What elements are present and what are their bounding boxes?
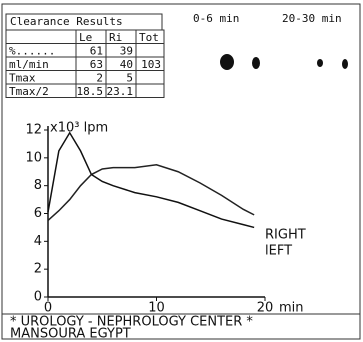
table-text: 40 <box>120 58 133 71</box>
series-label: RIGHT <box>265 228 306 243</box>
printout: Clearance Results 0-6 min 20-30 min * UR… <box>0 0 363 342</box>
table-text: %...... <box>9 44 55 57</box>
footer-text: MANSOURA EGYPT <box>10 327 131 342</box>
table-text: 61 <box>90 44 103 57</box>
x-tick-label: 20 <box>257 301 274 316</box>
kidney-blob <box>252 57 260 69</box>
x-axis-label: min <box>279 301 304 316</box>
table-text: 23.1 <box>107 85 134 98</box>
image-label: 0-6 min <box>193 12 239 25</box>
x-tick-label: 0 <box>44 301 52 316</box>
table-text: Tmax/2 <box>9 85 49 98</box>
y-tick-label: 6 <box>34 206 42 221</box>
table-text: 103 <box>141 58 161 71</box>
y-tick-label: 4 <box>34 234 42 249</box>
y-tick-label: 8 <box>34 178 42 193</box>
table-text: 2 <box>96 71 103 84</box>
table-text: 39 <box>120 44 133 57</box>
x-tick-label: 10 <box>148 301 165 316</box>
kidney-blob <box>317 59 323 67</box>
table-text: 18.5 <box>77 85 104 98</box>
y-tick-label: 0 <box>34 290 42 305</box>
image-label: 20-30 min <box>282 12 342 25</box>
y-tick-label: 2 <box>34 262 42 277</box>
table-title: Clearance Results <box>10 15 123 28</box>
y-tick-label: 12 <box>25 123 42 138</box>
table-text: ml/min <box>9 58 49 71</box>
y-tick-label: 10 <box>25 150 42 165</box>
table-text: 63 <box>90 58 103 71</box>
table-text: Tmax <box>9 71 36 84</box>
kidney-blob <box>220 54 234 70</box>
table-text: Tot <box>139 31 159 44</box>
table-text: Le <box>79 31 92 44</box>
y-axis-label: x10³ lpm <box>50 121 108 136</box>
table-text: Ri <box>109 31 122 44</box>
kidney-blob <box>342 59 348 69</box>
table-text: 5 <box>126 71 133 84</box>
page: {"header":{"title":"Clearance Results","… <box>0 0 363 342</box>
series-label: lEFT <box>265 244 292 259</box>
